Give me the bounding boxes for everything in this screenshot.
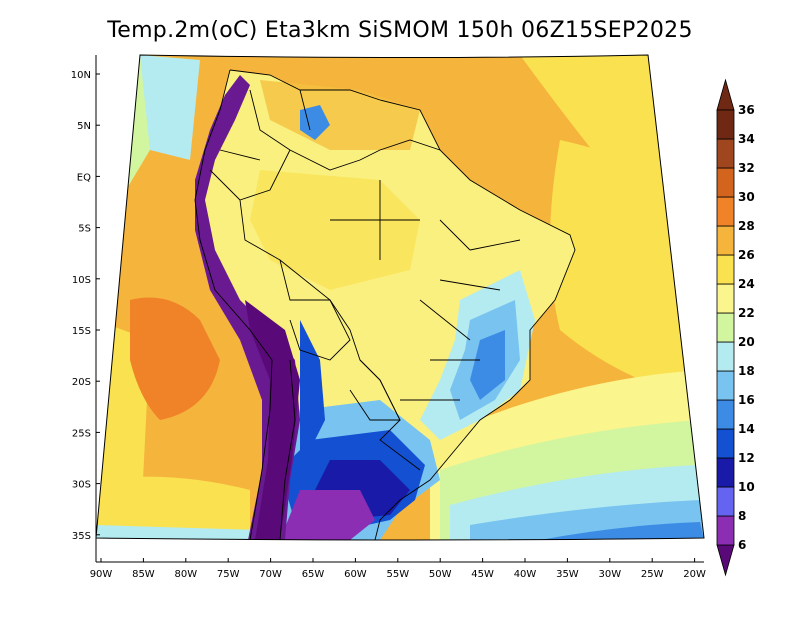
pacific-warm-tongue: [130, 297, 220, 420]
guiana-highland-blue: [300, 105, 330, 140]
colorbar-band: [716, 196, 735, 227]
lon-tick-label: 20W: [683, 569, 706, 580]
lon-tick-label: 85W: [132, 569, 155, 580]
lon-tick-label: 40W: [514, 569, 537, 580]
colorbar-band: [716, 515, 735, 546]
pacific-northwest-green: [140, 55, 200, 160]
colorbar-bottom-arrow: [716, 544, 735, 577]
colorbar-band: [716, 457, 735, 488]
country-borders: [194, 69, 576, 540]
colorbar-band: [716, 225, 735, 256]
colorbar-label: 22: [738, 306, 755, 320]
colorbar-band: [716, 109, 735, 140]
lon-tick-label: 60W: [344, 569, 367, 580]
lon-tick-label: 65W: [302, 569, 325, 580]
south-cold-violet: [280, 490, 375, 540]
colorbar-label: 20: [738, 335, 755, 349]
colorbar-label: 6: [738, 538, 746, 552]
colorbar-band: [716, 370, 735, 401]
lon-tick-label: 50W: [429, 569, 452, 580]
lon-tick-label: 25W: [641, 569, 664, 580]
colorbar-label: 34: [738, 132, 755, 146]
colorbar-label: 26: [738, 248, 755, 262]
lat-tick-label: 5S: [78, 224, 91, 235]
colorbar-band: [716, 341, 735, 372]
colorbar-label: 32: [738, 161, 755, 175]
longitude-ticks: 90W 85W 80W 75W 70W 65W 60W 55W 50W 45W 40W 35W 30W 2…: [90, 558, 706, 580]
colorbar-band: [716, 428, 735, 459]
lat-tick-label: EQ: [77, 172, 91, 183]
lon-tick-label: 45W: [471, 569, 494, 580]
lat-tick-label: 30S: [72, 480, 91, 491]
colorbar-label: 16: [738, 393, 755, 407]
andes-core: [245, 300, 300, 540]
map-frame: [95, 54, 705, 541]
lon-tick-label: 90W: [90, 569, 113, 580]
colorbar-band: [716, 399, 735, 430]
colorbar-label: 36: [738, 103, 755, 117]
map-domain: [96, 55, 704, 540]
ocean-east-yellow: [550, 140, 700, 400]
argentina-chile-border: [279, 359, 296, 540]
lon-tick-label: 30W: [598, 569, 621, 580]
colorbar-label: 24: [738, 277, 755, 291]
lon-tick-label: 70W: [259, 569, 282, 580]
state-borders: [330, 180, 521, 401]
colorbar-label: 8: [738, 509, 746, 523]
amazon-warm: [250, 170, 420, 290]
lon-tick-label: 55W: [386, 569, 409, 580]
pacific-south-cool: [100, 476, 250, 540]
lat-tick-label: 10S: [72, 275, 91, 286]
colorbar-band: [716, 312, 735, 343]
paraguay-border: [349, 359, 401, 421]
lat-tick-label: 5N: [77, 121, 91, 132]
lon-tick-label: 80W: [174, 569, 197, 580]
colombia-venezuela-border: [249, 89, 311, 151]
lat-tick-label: 35S: [72, 531, 91, 542]
lat-tick-label: 15S: [72, 326, 91, 337]
colorbar-band: [716, 254, 735, 285]
andes-flank: [300, 320, 325, 470]
lat-tick-label: 10N: [71, 70, 91, 81]
highlands-deep: [470, 330, 505, 400]
colorbar-label: 12: [738, 451, 755, 465]
lon-tick-label: 35W: [556, 569, 579, 580]
colorbar-label: 10: [738, 480, 755, 494]
colorbar-label: 14: [738, 422, 755, 436]
pacific-south-edge: [96, 525, 260, 540]
colorbar-band: [716, 486, 735, 517]
lat-tick-label: 25S: [72, 428, 91, 439]
colorbar-band: [716, 283, 735, 314]
colorbar: 6 8 10 12 14 16 18 20 22 24 26 28 30 32 34 36: [716, 78, 755, 577]
ocean-south-deep: [540, 522, 704, 540]
lat-tick-label: 20S: [72, 377, 91, 388]
colorbar-label: 18: [738, 364, 755, 378]
map-title: Temp.2m(oC) Eta3km SiSMOM 150h 06Z15SEP2…: [107, 18, 693, 43]
colorbar-band: [716, 167, 735, 198]
bolivia-border: [279, 259, 351, 361]
latitude-ticks: 10N 5N EQ 5S 10S 15S 20S 25S 30S 35S: [71, 70, 100, 542]
peru-ecuador-border: [209, 149, 261, 201]
guiana-warm: [260, 80, 420, 150]
colorbar-top-arrow: [716, 78, 735, 111]
colorbar-band: [716, 138, 735, 169]
colorbar-label: 28: [738, 219, 755, 233]
lon-tick-label: 75W: [217, 569, 240, 580]
colorbar-label: 30: [738, 190, 755, 204]
coastline: [194, 69, 576, 540]
